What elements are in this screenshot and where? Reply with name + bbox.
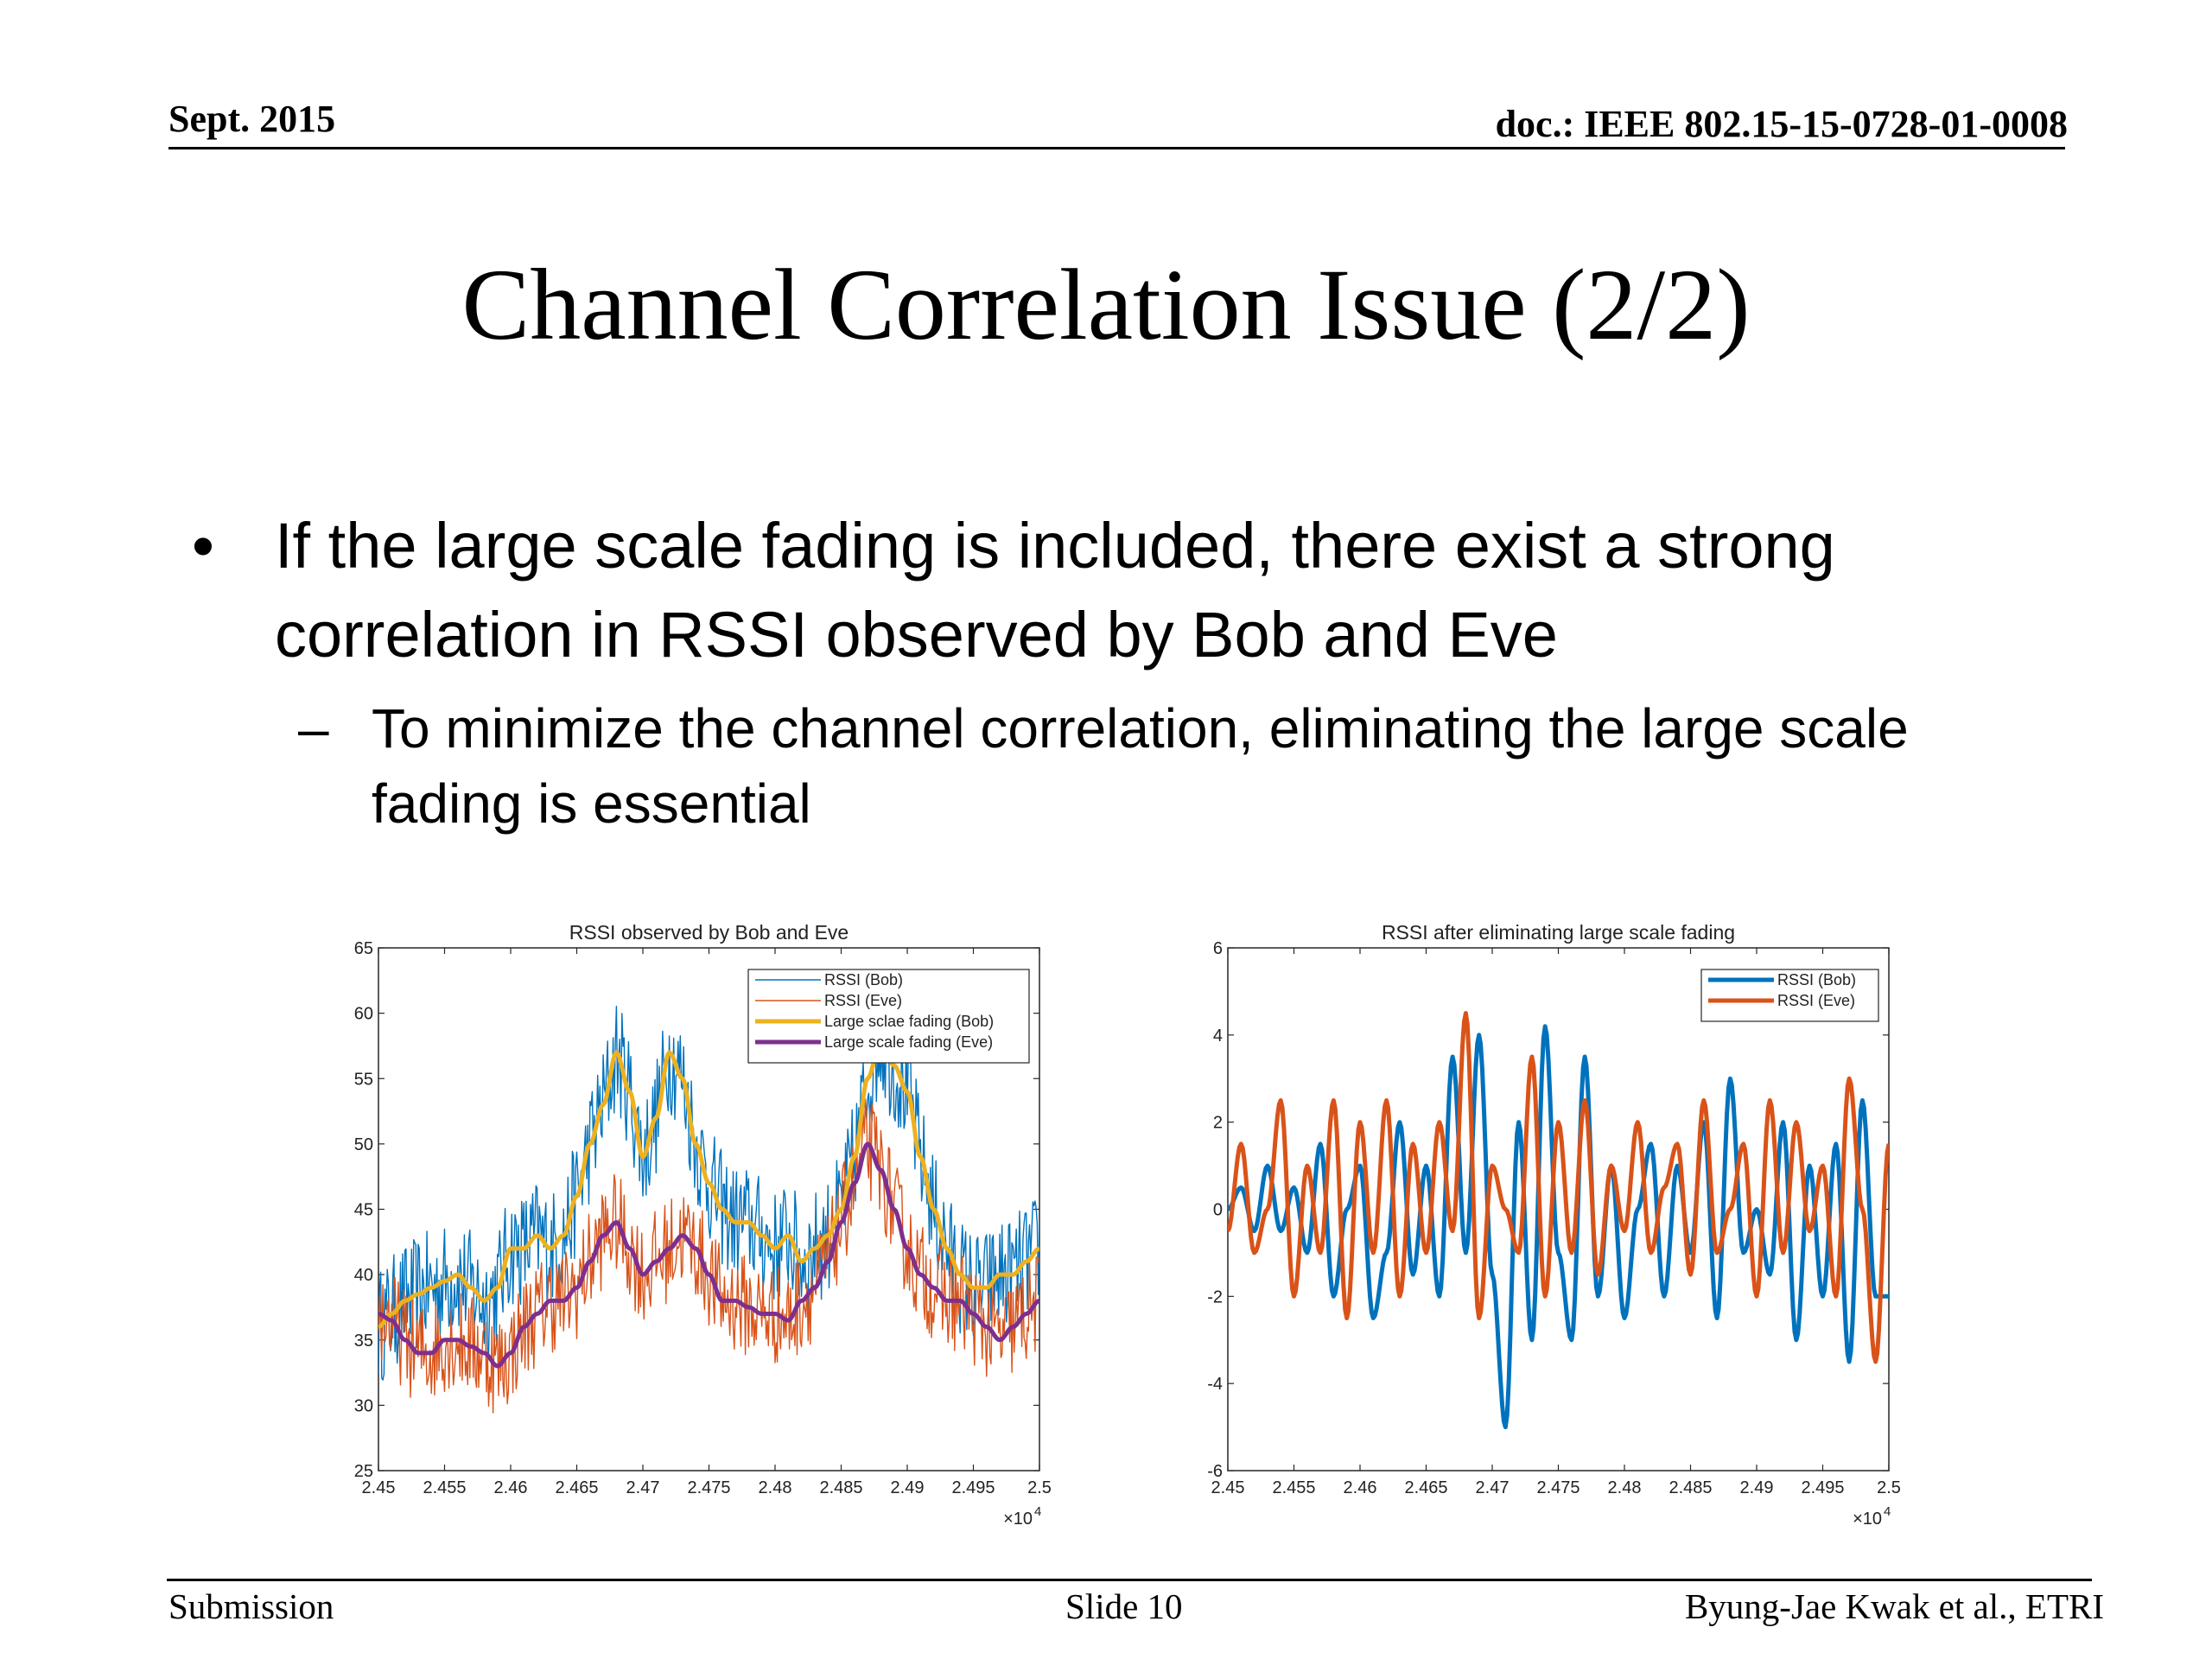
x-tick-label: 2.45	[1211, 1478, 1245, 1497]
chart-rssi-after-elimination: RSSI after eliminating large scale fadin…	[1207, 921, 1901, 1529]
y-tick-label: 50	[354, 1135, 373, 1154]
chart-title: RSSI observed by Bob and Eve	[569, 921, 849, 944]
y-tick-label: 25	[354, 1462, 373, 1481]
x-tick-label: 2.46	[494, 1478, 528, 1497]
legend-entry: RSSI (Eve)	[824, 992, 902, 1009]
legend-box	[747, 969, 1030, 1064]
legend-entry: RSSI (Eve)	[1777, 992, 1855, 1009]
x-tick-label: 2.46	[1344, 1478, 1377, 1497]
legend-entry: RSSI (Bob)	[1777, 971, 1856, 988]
footer-rule	[167, 1579, 2092, 1581]
y-tick-label: 0	[1213, 1201, 1223, 1220]
y-tick-label: -4	[1207, 1375, 1223, 1394]
y-tick-label: 6	[1213, 939, 1223, 958]
footer-slide-number: Slide 10	[1065, 1586, 1183, 1626]
y-tick-label: 35	[354, 1332, 373, 1351]
series-line-0	[1228, 1024, 1889, 1430]
x-tick-label: 2.455	[1272, 1478, 1315, 1497]
x-tick-label: 2.48	[759, 1478, 792, 1497]
x-tick-label: 2.47	[626, 1478, 660, 1497]
x-exponent-power: 4	[1034, 1504, 1041, 1519]
x-tick-label: 2.485	[819, 1478, 862, 1497]
series-group	[378, 1003, 1039, 1414]
legend-entry: Large sclae fading (Bob)	[824, 1013, 994, 1030]
x-tick-label: 2.45	[362, 1478, 396, 1497]
y-tick-label: 4	[1213, 1027, 1223, 1046]
y-tick-label: 55	[354, 1070, 373, 1089]
x-exponent-label: ×10	[1853, 1510, 1882, 1529]
footer-submission: Submission	[168, 1586, 334, 1626]
header-rule	[168, 147, 2065, 149]
x-tick-label: 2.47	[1476, 1478, 1510, 1497]
series-group	[1228, 1011, 1889, 1430]
x-tick-label: 2.465	[555, 1478, 598, 1497]
x-exponent-label: ×10	[1003, 1510, 1033, 1529]
y-tick-label: -6	[1207, 1462, 1223, 1481]
x-tick-label: 2.465	[1404, 1478, 1447, 1497]
x-exponent-power: 4	[1884, 1504, 1891, 1519]
sub-bullet-text: To minimize the channel correlation, eli…	[372, 697, 1909, 835]
y-tick-label: 45	[354, 1201, 373, 1220]
y-tick-label: 2	[1213, 1114, 1223, 1133]
bullet-marker: •	[192, 510, 214, 582]
x-tick-label: 2.48	[1608, 1478, 1642, 1497]
chart-title: RSSI after eliminating large scale fadin…	[1382, 921, 1735, 944]
series-line-3	[378, 1141, 1039, 1369]
legend-entry: RSSI (Bob)	[824, 971, 903, 988]
x-tick-label: 2.49	[891, 1478, 925, 1497]
y-tick-label: 30	[354, 1396, 373, 1415]
x-tick-label: 2.495	[951, 1478, 995, 1497]
x-tick-label: 2.5	[1877, 1478, 1901, 1497]
sub-bullet-marker: –	[298, 697, 329, 760]
header-date: Sept. 2015	[168, 98, 336, 140]
header-doc-id: doc.: IEEE 802.15-15-0728-01-0008	[1495, 103, 2068, 145]
x-tick-label: 2.475	[687, 1478, 730, 1497]
x-tick-label: 2.5	[1027, 1478, 1052, 1497]
series-line-1	[378, 1098, 1039, 1414]
y-tick-label: 40	[354, 1266, 373, 1285]
y-tick-label: 60	[354, 1005, 373, 1024]
y-tick-label: -2	[1207, 1287, 1223, 1306]
x-tick-label: 2.49	[1740, 1478, 1774, 1497]
y-tick-label: 65	[354, 939, 373, 958]
series-line-2	[378, 1037, 1039, 1329]
chart-rssi-bob-eve: RSSI observed by Bob and Eve 2.45 2.455 2.4…	[354, 921, 1052, 1529]
footer-authors: Byung-Jae Kwak et al., ETRI	[1684, 1586, 2104, 1626]
x-tick-label: 2.475	[1536, 1478, 1580, 1497]
legend-entry: Large scale fading (Eve)	[824, 1033, 993, 1051]
bullet-text: If the large scale fading is included, t…	[275, 510, 1835, 671]
x-tick-label: 2.455	[423, 1478, 466, 1497]
x-tick-label: 2.495	[1801, 1478, 1844, 1497]
x-tick-label: 2.485	[1669, 1478, 1712, 1497]
slide-title: Channel Correlation Issue (2/2)	[461, 248, 1751, 361]
series-line-1	[1228, 1011, 1889, 1364]
